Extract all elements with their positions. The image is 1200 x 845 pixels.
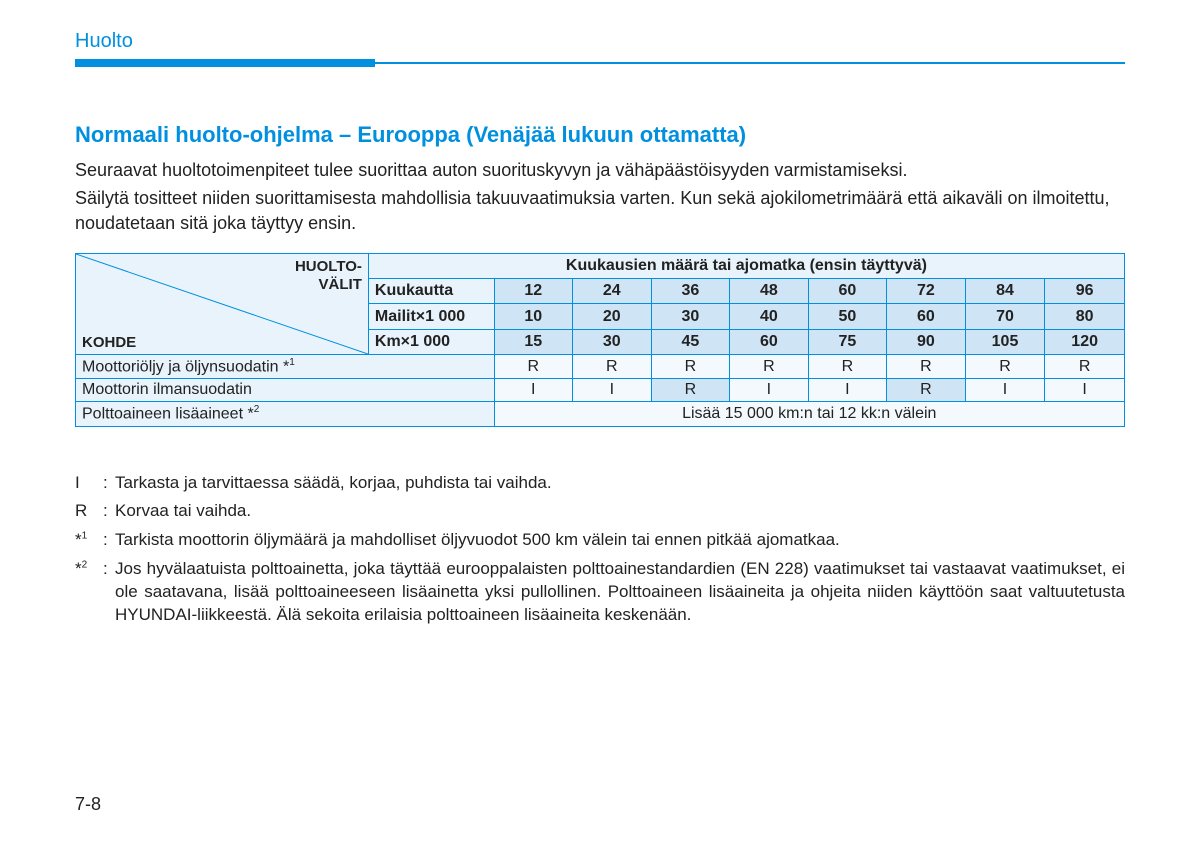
legend-key: R [75, 500, 103, 523]
header-rule [75, 59, 1125, 67]
header-number: 24 [573, 279, 652, 304]
header-number: 80 [1045, 304, 1125, 329]
header-number: 60 [887, 304, 966, 329]
maint-value: I [808, 379, 887, 402]
header-number: 30 [573, 329, 652, 354]
maint-value: R [808, 354, 887, 378]
header-number: 36 [651, 279, 730, 304]
intro-para-2: Säilytä tositteet niiden suorittamisesta… [75, 186, 1125, 235]
page-header: Huolto [0, 0, 1200, 67]
maintenance-table: HUOLTO-VÄLIT KOHDE Kuukausien määrä tai aj… [75, 253, 1125, 427]
header-title: Huolto [75, 30, 1125, 59]
content: Normaali huolto-ohjelma – Eurooppa (Venä… [0, 67, 1200, 627]
unit-label: Mailit×1 000 [368, 304, 494, 329]
corner-cell: HUOLTO-VÄLIT KOHDE [76, 253, 369, 354]
maint-value: R [494, 354, 573, 378]
header-number: 15 [494, 329, 573, 354]
header-number: 10 [494, 304, 573, 329]
header-number: 70 [965, 304, 1045, 329]
page-number: 7-8 [75, 794, 101, 815]
header-number: 30 [651, 304, 730, 329]
legend-text: Korvaa tai vaihda. [115, 500, 1125, 523]
maint-value: I [573, 379, 652, 402]
rule-thin [375, 62, 1125, 64]
header-number: 96 [1045, 279, 1125, 304]
legend-key: *1 [75, 529, 103, 552]
maint-value: R [887, 354, 966, 378]
legend-colon: : [103, 558, 115, 627]
header-number: 40 [730, 304, 809, 329]
item-label: Moottorin ilmansuodatin [76, 379, 495, 402]
super-header: Kuukausien määrä tai ajomatka (ensin täy… [368, 253, 1124, 278]
maint-value: I [965, 379, 1045, 402]
legend-colon: : [103, 472, 115, 495]
legend-text: Jos hyvälaatuista polttoainetta, joka tä… [115, 558, 1125, 627]
header-number: 84 [965, 279, 1045, 304]
legend-text: Tarkista moottorin öljymäärä ja mahdolli… [115, 529, 1125, 552]
header-number: 45 [651, 329, 730, 354]
maint-value: R [887, 379, 966, 402]
legend-row-i: I : Tarkasta ja tarvittaessa säädä, korj… [75, 472, 1125, 495]
header-number: 50 [808, 304, 887, 329]
section-title: Normaali huolto-ohjelma – Eurooppa (Venä… [75, 122, 1125, 148]
legend-key: *2 [75, 558, 103, 627]
header-number: 60 [808, 279, 887, 304]
header-number: 105 [965, 329, 1045, 354]
unit-label: Km×1 000 [368, 329, 494, 354]
header-number: 20 [573, 304, 652, 329]
unit-label: Kuukautta [368, 279, 494, 304]
legend-key: I [75, 472, 103, 495]
maint-value: R [965, 354, 1045, 378]
rule-thick [75, 59, 375, 67]
maint-value: I [494, 379, 573, 402]
maint-value: R [1045, 354, 1125, 378]
legend-row-n2: *2 : Jos hyvälaatuista polttoainetta, jo… [75, 558, 1125, 627]
maint-value: R [730, 354, 809, 378]
legend: I : Tarkasta ja tarvittaessa säädä, korj… [75, 472, 1125, 628]
maint-value: I [730, 379, 809, 402]
header-number: 48 [730, 279, 809, 304]
maint-value: I [1045, 379, 1125, 402]
corner-bottom-label: KOHDE [82, 334, 136, 351]
intro-para-1: Seuraavat huoltotoimenpiteet tulee suori… [75, 158, 1125, 182]
maint-value: R [651, 379, 730, 402]
maint-value: R [573, 354, 652, 378]
item-label: Polttoaineen lisäaineet *2 [76, 402, 495, 426]
corner-top-label: HUOLTO-VÄLIT [295, 258, 362, 294]
legend-colon: : [103, 529, 115, 552]
header-number: 60 [730, 329, 809, 354]
merged-value: Lisää 15 000 km:n tai 12 kk:n välein [494, 402, 1124, 426]
item-label: Moottoriöljy ja öljynsuodatin *1 [76, 354, 495, 378]
header-number: 90 [887, 329, 966, 354]
header-number: 72 [887, 279, 966, 304]
maint-value: R [651, 354, 730, 378]
legend-text: Tarkasta ja tarvittaessa säädä, korjaa, … [115, 472, 1125, 495]
legend-colon: : [103, 500, 115, 523]
legend-row-r: R : Korvaa tai vaihda. [75, 500, 1125, 523]
header-number: 12 [494, 279, 573, 304]
legend-row-n1: *1 : Tarkista moottorin öljymäärä ja mah… [75, 529, 1125, 552]
header-number: 75 [808, 329, 887, 354]
header-number: 120 [1045, 329, 1125, 354]
